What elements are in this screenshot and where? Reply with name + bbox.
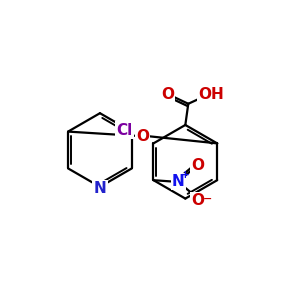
Text: O: O	[136, 128, 149, 143]
Text: −: −	[202, 194, 212, 203]
Text: N: N	[172, 174, 185, 189]
Text: N: N	[94, 181, 106, 196]
Text: Cl: Cl	[116, 123, 133, 138]
Text: O: O	[161, 87, 174, 102]
Text: O: O	[192, 158, 205, 173]
Text: OH: OH	[198, 87, 224, 102]
Text: +: +	[181, 170, 189, 180]
Text: O: O	[192, 193, 205, 208]
